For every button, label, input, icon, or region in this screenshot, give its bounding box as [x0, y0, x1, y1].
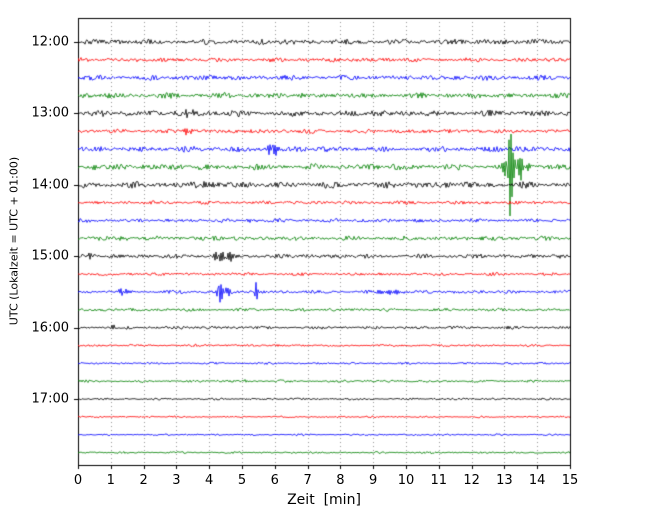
x-tick-label: 9: [369, 473, 378, 488]
y-tick-label: 13:00: [31, 105, 69, 121]
x-tick-label: 4: [205, 473, 214, 488]
x-tick-label: 2: [139, 473, 148, 488]
x-axis-label: Zeit [min]: [287, 492, 361, 508]
x-tick-label: 5: [237, 473, 247, 488]
x-tick-label: 11: [430, 473, 448, 488]
x-tick-label: 13: [496, 473, 513, 488]
y-tick-label: 17:00: [31, 391, 69, 407]
x-tick-label: 8: [336, 473, 345, 488]
x-tick-label: 10: [397, 473, 415, 488]
x-tick-label: 14: [528, 473, 546, 488]
x-tick-label: 0: [73, 473, 83, 488]
x-tick-label: 3: [172, 473, 181, 488]
x-tick-label: 15: [561, 473, 579, 488]
y-tick-label: 15:00: [31, 248, 69, 264]
x-tick-label: 12: [463, 473, 480, 488]
y-tick-label: 16:00: [31, 320, 69, 336]
x-tick-label: 1: [106, 473, 115, 488]
y-tick-label: 14:00: [31, 177, 69, 193]
x-tick-label: 7: [303, 473, 312, 488]
x-tick-label: 6: [270, 473, 279, 488]
y-axis-label: UTC (Lokalzeit = UTC + 01:00): [7, 156, 21, 326]
y-tick-label: 12:00: [31, 34, 69, 50]
